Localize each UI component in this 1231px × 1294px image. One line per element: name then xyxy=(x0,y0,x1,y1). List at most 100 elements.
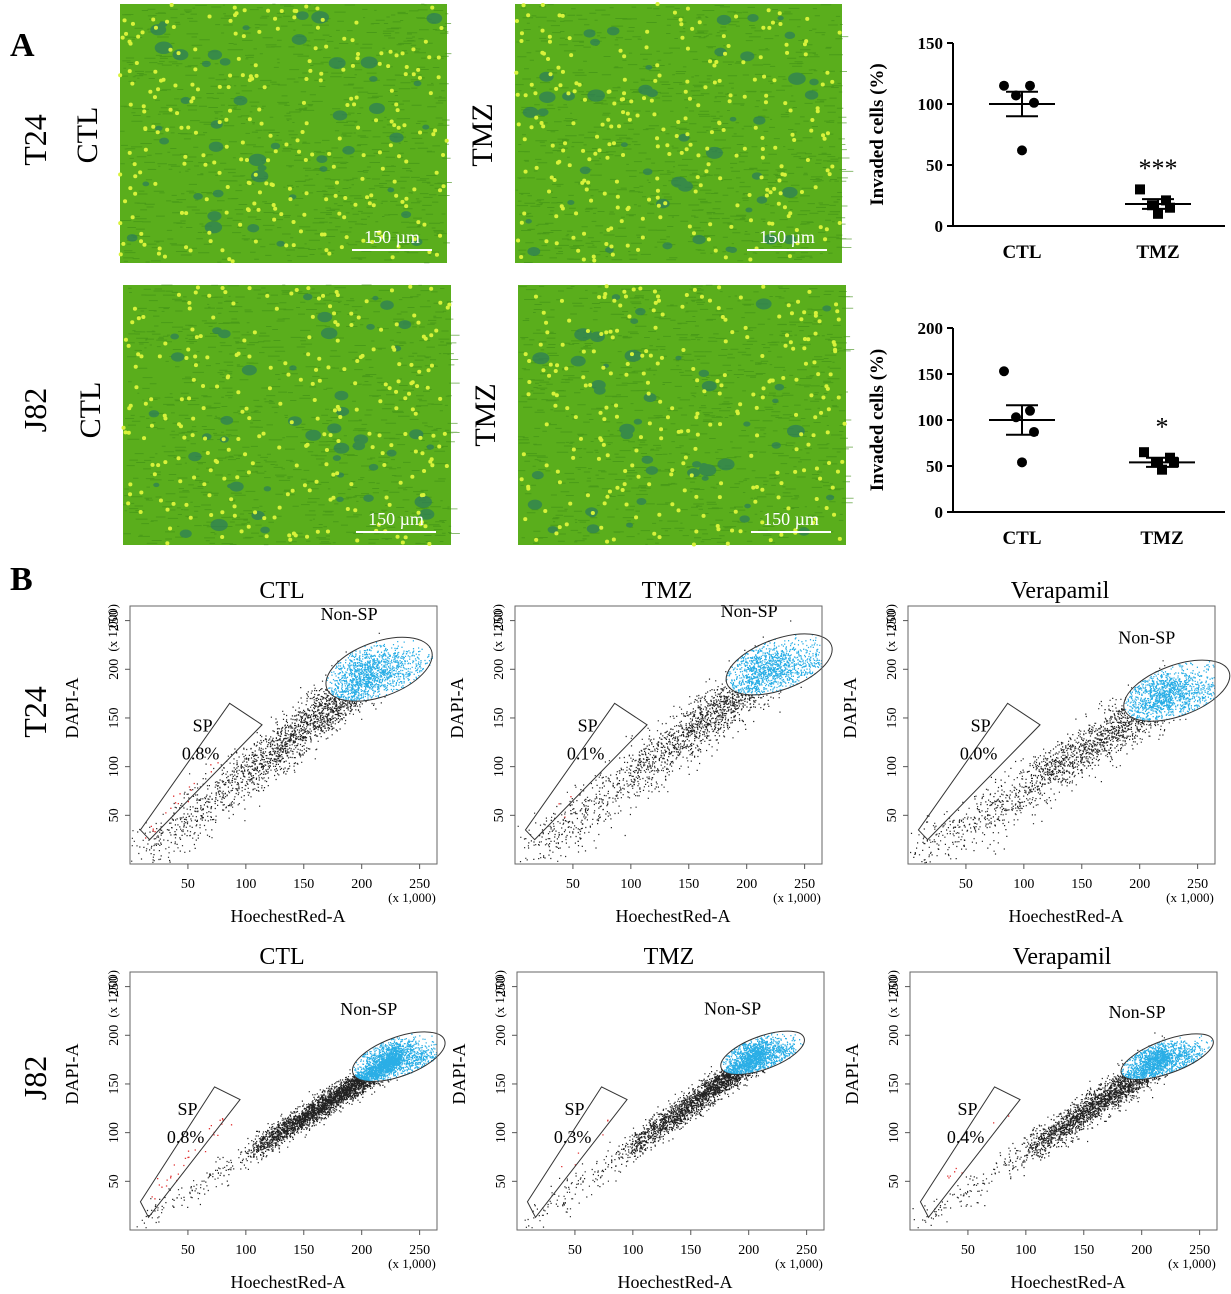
events xyxy=(517,620,802,863)
micrograph-texture xyxy=(518,284,855,545)
x-axis-label: HoechestRed-A xyxy=(1011,1272,1126,1292)
sp-gate xyxy=(139,702,263,841)
x-tick-label: 50 xyxy=(959,877,973,892)
x-tick-label: 50 xyxy=(961,1243,975,1258)
plot-title: Verapamil xyxy=(1011,578,1110,604)
sp-gate xyxy=(526,1086,628,1219)
y-tick-label: 250 xyxy=(107,976,122,997)
x-axis-label: HoechestRed-A xyxy=(1009,906,1124,926)
x-tick-label: 200 xyxy=(351,877,372,892)
x-axis-label: HoechestRed-A xyxy=(231,906,346,926)
x-tick-label: 250 xyxy=(1189,1243,1210,1258)
plot-frame xyxy=(514,605,823,865)
x-tick-label: 200 xyxy=(1131,1243,1152,1258)
x-tick-label: 100 xyxy=(235,1243,256,1258)
error-bar xyxy=(1006,90,1038,118)
data-point xyxy=(1011,90,1021,101)
plot-title: CTL xyxy=(259,578,304,604)
scale-bar-label: 150 µm xyxy=(364,227,420,247)
x-tick-label: 250 xyxy=(796,1243,817,1258)
x-unit: (x 1,000) xyxy=(1166,890,1214,905)
events-sp xyxy=(561,1119,609,1168)
gate-label: SP xyxy=(971,715,991,735)
data-point xyxy=(1025,405,1035,416)
x-tick-label: TMZ xyxy=(1140,528,1183,549)
y-tick-label: 150 xyxy=(918,34,944,53)
pores xyxy=(519,284,847,547)
gate-label: SP xyxy=(578,715,598,735)
non-sp-gate xyxy=(325,636,433,702)
plot-frame xyxy=(129,971,438,1231)
x-axis-label: HoechestRed-A xyxy=(231,1272,346,1292)
gate-label: SP xyxy=(565,1099,585,1119)
y-tick-label: 250 xyxy=(494,976,509,997)
y-tick-label: 200 xyxy=(918,319,944,338)
gate-label: Non-SP xyxy=(1118,627,1175,647)
row-label: J82 xyxy=(17,1056,53,1100)
y-tick-label: 50 xyxy=(492,808,507,822)
pores xyxy=(514,2,842,263)
events-sp xyxy=(151,1117,233,1200)
condition-label: CTL xyxy=(74,382,107,439)
x-tick-label: 200 xyxy=(1129,877,1150,892)
gate-percent: 0.0% xyxy=(960,743,998,763)
condition-label: TMZ xyxy=(466,103,499,166)
y-axis-label: DAPI-A xyxy=(62,678,82,739)
x-tick-label: 150 xyxy=(1071,877,1092,892)
y-tick-label: 100 xyxy=(107,756,122,777)
x-axis-label: HoechestRed-A xyxy=(616,906,731,926)
gate-percent: 0.3% xyxy=(554,1127,592,1147)
events xyxy=(136,1069,398,1229)
gate-percent: 0.8% xyxy=(182,743,220,763)
non-sp-gate xyxy=(720,1030,805,1075)
scale-bar-label: 150 µm xyxy=(763,509,819,529)
y-unit: (x 1,000) xyxy=(105,604,120,652)
plot-frame xyxy=(909,971,1218,1231)
x-tick-label: 150 xyxy=(678,877,699,892)
y-tick-label: 150 xyxy=(492,707,507,728)
y-tick-label: 50 xyxy=(887,1174,902,1188)
x-tick-label: 50 xyxy=(181,877,195,892)
gate-label: SP xyxy=(178,1099,198,1119)
x-tick-label: 100 xyxy=(620,877,641,892)
sp-gate xyxy=(919,1086,1021,1219)
plot-frame xyxy=(907,605,1216,865)
plot-frame xyxy=(516,971,825,1231)
x-tick-label: 250 xyxy=(409,1243,430,1258)
y-tick-label: 150 xyxy=(887,1073,902,1094)
events-non-sp xyxy=(726,634,823,696)
micrograph-texture xyxy=(123,284,460,546)
x-axis-label: HoechestRed-A xyxy=(618,1272,733,1292)
plot-title: CTL xyxy=(259,944,304,970)
x-tick-label: 250 xyxy=(1187,877,1208,892)
y-tick-label: 100 xyxy=(885,756,900,777)
gate-percent: 0.4% xyxy=(947,1127,985,1147)
y-tick-label: 100 xyxy=(494,1122,509,1143)
x-tick-label: CTL xyxy=(1002,528,1041,549)
cells xyxy=(522,14,819,256)
x-tick-label: 150 xyxy=(293,877,314,892)
y-tick-label: 50 xyxy=(885,808,900,822)
plot-title: TMZ xyxy=(644,944,695,970)
significance: *** xyxy=(1139,154,1178,183)
data-point xyxy=(1139,447,1149,458)
y-tick-label: 50 xyxy=(107,808,122,822)
gate-label: Non-SP xyxy=(1109,1002,1166,1022)
y-axis-label: DAPI-A xyxy=(447,678,467,739)
x-unit: (x 1,000) xyxy=(775,1256,823,1271)
data-point xyxy=(1157,464,1167,475)
y-tick-label: 200 xyxy=(107,1025,122,1046)
events-sp xyxy=(145,762,219,839)
data-point xyxy=(999,366,1009,377)
gate-label: SP xyxy=(958,1099,978,1119)
data-point xyxy=(999,80,1009,91)
y-tick-label: 150 xyxy=(107,707,122,728)
x-tick-label: TMZ xyxy=(1136,242,1179,263)
data-point xyxy=(1135,184,1145,195)
data-point xyxy=(1153,208,1163,219)
x-tick-label: 100 xyxy=(235,877,256,892)
y-unit: (x 1,000) xyxy=(492,970,507,1018)
gate-label: SP xyxy=(193,715,213,735)
x-tick-label: 50 xyxy=(181,1243,195,1258)
x-tick-label: CTL xyxy=(1002,242,1041,263)
